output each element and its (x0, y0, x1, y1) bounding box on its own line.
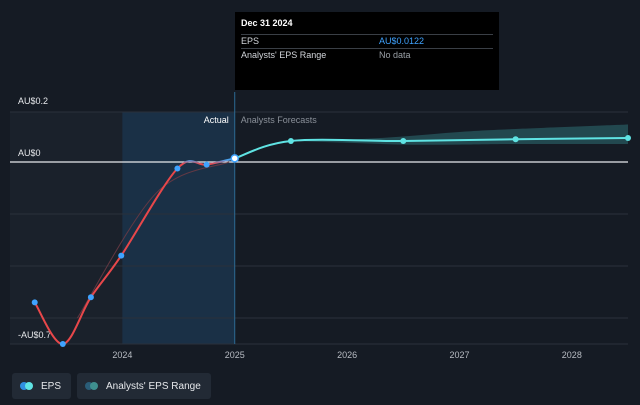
legend-range-button[interactable]: Analysts' EPS Range (77, 373, 211, 399)
eps-point (31, 299, 38, 306)
legend-range-label: Analysts' EPS Range (106, 380, 201, 392)
x-tick-label: 2024 (112, 350, 132, 360)
x-tick-label: 2028 (562, 350, 582, 360)
eps-forecast-point (287, 138, 294, 144)
eps-point (87, 294, 94, 301)
tooltip-range-value: No data (379, 50, 411, 60)
x-tick-label: 2026 (337, 350, 357, 360)
legend-eps-label: EPS (41, 380, 62, 392)
analysts-eps-range-band (290, 124, 628, 145)
eps-forecast-line (234, 137, 629, 160)
eps-forecast-point (400, 138, 407, 144)
trend-line (76, 161, 230, 319)
x-tick-label: 2025 (225, 350, 245, 360)
tooltip-range-label: Analysts' EPS Range (241, 50, 327, 60)
highlight-region (122, 112, 235, 344)
region-label-actual: Actual (204, 115, 229, 125)
eps-point (230, 154, 239, 163)
tooltip-row-range: Analysts' EPS Range No data (241, 48, 493, 62)
legend-eps-swatch-icon (20, 382, 33, 390)
eps-forecast-point (512, 136, 519, 143)
y-tick-label: -AU$0.7 (18, 330, 51, 340)
tooltip-date: Dec 31 2024 (241, 18, 293, 28)
y-tick-label: AU$0.2 (18, 96, 48, 106)
tooltip-row-eps: EPS AU$0.0122 (241, 34, 493, 48)
tooltip-eps-value: AU$0.0122 (379, 36, 425, 46)
eps-point (59, 341, 66, 347)
y-tick-label: AU$0 (18, 148, 41, 158)
eps-forecast-point (625, 135, 631, 141)
legend-range-swatch-icon (85, 382, 99, 390)
tooltip-eps-label: EPS (241, 36, 260, 46)
legend-eps-button[interactable]: EPS (12, 373, 72, 399)
legend: EPS Analysts' EPS Range (12, 373, 211, 399)
eps-point (118, 252, 125, 259)
x-tick-label: 2027 (449, 350, 469, 360)
tooltip: Dec 31 2024 EPS AU$0.0122 Analysts' EPS … (235, 12, 499, 90)
eps-point (174, 165, 181, 172)
region-label-forecast: Analysts Forecasts (241, 115, 318, 125)
eps-point (203, 161, 210, 168)
